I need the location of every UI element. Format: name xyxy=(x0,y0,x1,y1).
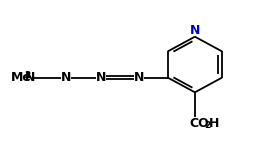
Text: H: H xyxy=(209,117,220,130)
Text: N: N xyxy=(25,71,35,84)
Text: CO: CO xyxy=(189,117,209,130)
Text: N: N xyxy=(96,71,106,84)
Text: N: N xyxy=(190,24,200,37)
Text: N: N xyxy=(61,71,71,84)
Text: Me: Me xyxy=(11,71,32,84)
Text: 2: 2 xyxy=(204,121,210,130)
Text: N: N xyxy=(134,71,144,84)
Text: 2: 2 xyxy=(25,71,31,80)
